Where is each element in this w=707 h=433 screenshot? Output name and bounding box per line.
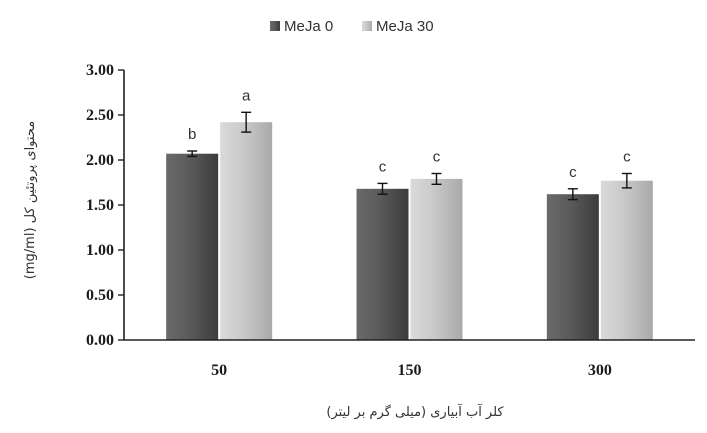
plot-area: 0.00 0.50 1.00 1.50 2.00 2.50 3.00 b a 50 c c 150 c c 3… xyxy=(86,62,695,379)
significance-letter: a xyxy=(242,87,251,104)
bar-meja-0 xyxy=(356,188,409,340)
legend-label-meja-30: MeJa 30 xyxy=(376,18,434,35)
y-axis-title: محتوای پروتئین کل (mg/ml) xyxy=(23,121,38,279)
significance-letter: c xyxy=(379,158,387,175)
x-axis-title: کلر آب آبیاری (میلی گرم بر لیتر) xyxy=(326,403,504,420)
significance-letter: b xyxy=(188,126,196,143)
x-tick-label: 150 xyxy=(398,362,422,379)
significance-letter: c xyxy=(623,149,631,166)
y-tick-label: 2.00 xyxy=(86,152,114,169)
y-tick-label: 1.00 xyxy=(86,242,114,259)
bar-meja-0 xyxy=(166,153,219,340)
y-tick-label: 1.50 xyxy=(86,197,114,214)
legend-label-meja-0: MeJa 0 xyxy=(284,18,333,35)
bar-meja-30 xyxy=(220,122,273,340)
bar-meja-30 xyxy=(600,180,653,340)
legend-swatch-meja-0 xyxy=(270,21,280,31)
significance-letter: c xyxy=(569,164,577,181)
legend: MeJa 0 MeJa 30 xyxy=(270,18,434,35)
x-tick-label: 50 xyxy=(211,362,227,379)
y-tick-label: 0.50 xyxy=(86,287,114,304)
y-tick-label: 0.00 xyxy=(86,332,114,349)
bar-meja-30 xyxy=(410,178,463,340)
bar-meja-0 xyxy=(546,194,599,340)
y-tick-label: 3.00 xyxy=(86,62,114,79)
x-tick-label: 300 xyxy=(588,362,612,379)
y-tick-label: 2.50 xyxy=(86,107,114,124)
significance-letter: c xyxy=(433,149,441,166)
legend-swatch-meja-30 xyxy=(362,21,372,31)
